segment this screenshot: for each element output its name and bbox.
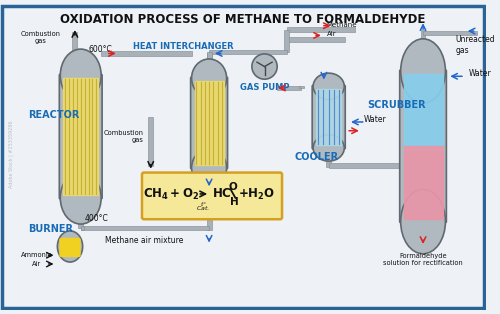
Text: COOLER: COOLER: [294, 152, 338, 162]
Bar: [206, 53, 212, 78]
Bar: [72, 32, 78, 55]
Text: Formaldehyde
solution for rectification: Formaldehyde solution for rectification: [383, 253, 463, 266]
Bar: [206, 168, 212, 185]
Text: 600°C: 600°C: [88, 45, 112, 54]
Text: $\mathbf{+ H_2O}$: $\mathbf{+ H_2O}$: [238, 187, 276, 202]
Text: Ammonia: Ammonia: [21, 252, 53, 258]
FancyBboxPatch shape: [2, 6, 484, 308]
Text: Combustion
gas: Combustion gas: [21, 31, 61, 44]
Text: GAS PUMP: GAS PUMP: [240, 83, 290, 92]
Bar: [277, 85, 301, 90]
Text: Water: Water: [469, 69, 492, 78]
Text: $t°$: $t°$: [200, 200, 207, 208]
Ellipse shape: [192, 59, 226, 97]
Ellipse shape: [313, 73, 344, 100]
Bar: [299, 86, 304, 88]
Bar: [101, 51, 192, 56]
Bar: [287, 37, 345, 42]
Text: $Cat.$: $Cat.$: [196, 204, 210, 212]
Bar: [423, 30, 476, 35]
Bar: [401, 165, 406, 210]
Bar: [316, 89, 342, 145]
Text: Air: Air: [32, 261, 42, 267]
Text: Unreacted
gas: Unreacted gas: [455, 35, 495, 55]
Bar: [209, 50, 287, 54]
Ellipse shape: [400, 39, 446, 103]
FancyBboxPatch shape: [312, 85, 345, 149]
Text: Methane: Methane: [327, 22, 358, 28]
Bar: [206, 185, 212, 230]
Text: $\mathbf{H}$: $\mathbf{H}$: [228, 195, 238, 207]
Ellipse shape: [60, 172, 101, 224]
Text: SCRUBBER: SCRUBBER: [368, 100, 426, 111]
Text: $\mathbf{HC}$: $\mathbf{HC}$: [212, 187, 232, 200]
Ellipse shape: [60, 49, 101, 101]
Text: 400°C: 400°C: [84, 214, 108, 223]
Bar: [78, 198, 83, 228]
Bar: [284, 30, 290, 52]
Ellipse shape: [58, 231, 82, 262]
Bar: [206, 52, 212, 78]
Bar: [287, 27, 355, 32]
Text: Air: Air: [327, 31, 336, 37]
Bar: [80, 225, 84, 230]
Bar: [80, 225, 209, 230]
FancyBboxPatch shape: [142, 173, 282, 219]
Text: REACTOR: REACTOR: [28, 110, 79, 120]
FancyBboxPatch shape: [60, 238, 80, 257]
Ellipse shape: [400, 189, 446, 254]
FancyBboxPatch shape: [400, 70, 446, 223]
Bar: [148, 117, 153, 166]
Text: BURNER: BURNER: [28, 224, 73, 234]
Bar: [63, 78, 98, 195]
Ellipse shape: [313, 135, 344, 161]
Circle shape: [252, 54, 277, 79]
Text: OXIDATION PROCESS OF METHANE TO FORMALDEHYDE: OXIDATION PROCESS OF METHANE TO FORMALDE…: [60, 13, 426, 26]
Bar: [328, 163, 400, 168]
Bar: [420, 222, 426, 243]
Text: HEAT INTERCHANGER: HEAT INTERCHANGER: [132, 42, 233, 51]
Text: Methane air mixture: Methane air mixture: [104, 236, 183, 245]
Bar: [326, 148, 331, 167]
Bar: [404, 74, 442, 149]
Text: Water: Water: [364, 115, 386, 124]
Text: Combustion
gas: Combustion gas: [104, 130, 144, 143]
Bar: [194, 81, 224, 165]
FancyBboxPatch shape: [190, 77, 228, 169]
Text: $\mathbf{CH_4 + O_2}$: $\mathbf{CH_4 + O_2}$: [143, 187, 200, 202]
Text: Adobe Stock | #253359286: Adobe Stock | #253359286: [9, 120, 15, 188]
Bar: [420, 30, 426, 45]
Bar: [404, 146, 442, 219]
Text: $\mathbf{O}$: $\mathbf{O}$: [228, 180, 238, 192]
FancyBboxPatch shape: [60, 74, 102, 199]
Ellipse shape: [192, 149, 226, 187]
